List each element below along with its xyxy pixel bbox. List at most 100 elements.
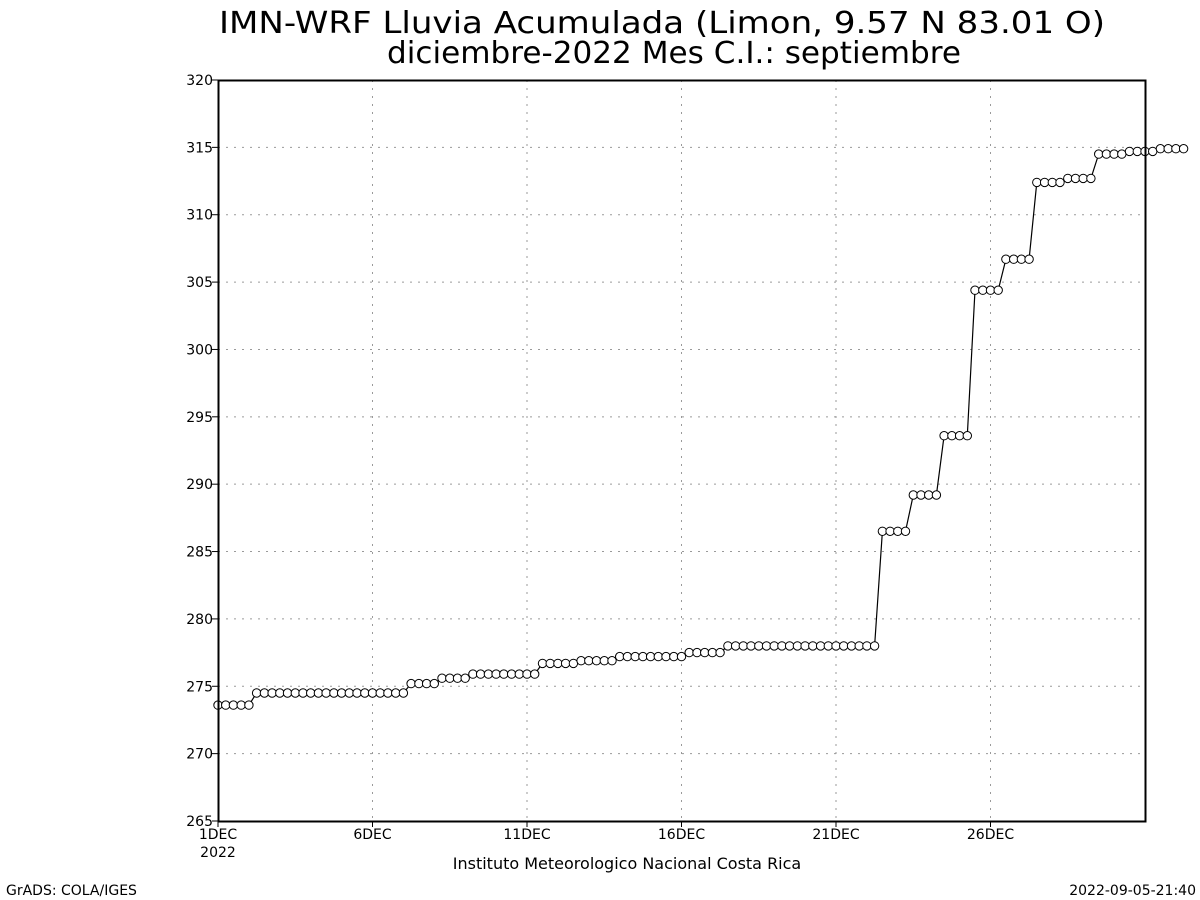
data-point <box>1155 144 1166 154</box>
y-tick-label: 305 <box>186 275 213 291</box>
data-point <box>483 669 494 679</box>
data-point <box>661 651 671 662</box>
data-point <box>1109 149 1119 159</box>
data-point <box>499 669 509 679</box>
data-point <box>1009 254 1019 264</box>
data-point <box>808 641 818 651</box>
data-point <box>684 647 694 658</box>
data-point <box>707 647 718 658</box>
data-point <box>437 673 447 683</box>
data-point <box>1078 173 1088 184</box>
x-tick-label: 11DEC <box>503 827 550 843</box>
data-point <box>360 688 370 698</box>
data-point <box>251 688 262 698</box>
data-point <box>344 688 354 698</box>
data-point <box>630 651 640 662</box>
y-tick-label: 265 <box>186 814 213 830</box>
data-point <box>669 651 679 662</box>
data-point <box>1086 173 1096 184</box>
data-point <box>607 656 617 666</box>
data-point <box>429 678 439 689</box>
y-tick-label: 315 <box>186 140 213 156</box>
plot-frame <box>217 79 1147 823</box>
data-point <box>298 688 308 698</box>
data-point <box>545 658 555 669</box>
data-point <box>568 658 579 669</box>
data-point <box>1070 173 1081 184</box>
data-point <box>676 651 687 662</box>
data-point <box>1047 177 1058 188</box>
data-point <box>452 673 463 683</box>
x-tick-sublabel: 2022 <box>200 845 236 861</box>
data-point <box>506 669 517 679</box>
series-layer <box>213 144 1189 710</box>
y-tick-label: 270 <box>186 747 213 763</box>
data-point <box>815 641 826 651</box>
x-tick-label: 16DEC <box>658 827 705 843</box>
data-point <box>622 651 633 662</box>
data-point <box>414 678 424 689</box>
data-point <box>738 641 748 651</box>
data-point <box>514 669 524 679</box>
data-point <box>900 526 911 536</box>
data-point <box>491 669 501 679</box>
x-tick-label: 26DEC <box>967 827 1014 843</box>
data-point <box>1117 149 1127 159</box>
data-point <box>375 688 385 698</box>
y-tick-label: 290 <box>186 477 213 493</box>
data-point <box>761 641 772 651</box>
y-tick-label: 310 <box>186 208 213 224</box>
data-point <box>924 490 934 500</box>
data-point <box>530 669 540 679</box>
data-point <box>615 651 625 662</box>
data-point <box>336 688 347 698</box>
footer-software-credit: GrADS: COLA/IGES <box>6 883 137 899</box>
data-point <box>754 641 764 651</box>
data-point <box>591 656 602 666</box>
data-point <box>460 673 470 683</box>
data-point <box>306 688 316 698</box>
chart-title-line2: diciembre-2022 Mes C.I.: septiembre <box>387 36 961 71</box>
data-point <box>978 285 988 295</box>
data-point <box>746 641 756 651</box>
data-point <box>329 688 339 698</box>
y-axis: 265 270 275 280 285 290 295 300 305 310 315 320 <box>186 73 218 830</box>
data-point <box>877 526 888 536</box>
data-point <box>1163 144 1173 154</box>
data-point <box>228 700 239 710</box>
data-point <box>908 490 918 500</box>
data-point <box>468 669 478 679</box>
data-point <box>576 656 586 666</box>
data-point <box>275 688 285 698</box>
data-point <box>522 669 532 679</box>
data-point <box>885 526 895 536</box>
y-tick-label: 295 <box>186 410 213 426</box>
data-point <box>1039 177 1050 188</box>
data-point <box>1024 254 1034 264</box>
data-point <box>1132 146 1143 157</box>
data-point <box>893 526 903 536</box>
data-point <box>267 688 277 698</box>
data-point <box>537 658 548 669</box>
data-point <box>784 641 795 651</box>
data-point <box>800 641 810 651</box>
x-axis-label: Instituto Meteorologico Nacional Costa R… <box>453 854 801 873</box>
data-point <box>715 647 725 658</box>
y-tick-label: 320 <box>186 73 213 89</box>
data-point <box>869 641 880 651</box>
data-point <box>823 641 833 651</box>
data-point <box>954 431 965 441</box>
data-point <box>1094 149 1104 159</box>
y-tick-label: 300 <box>186 342 213 358</box>
data-point <box>931 490 942 500</box>
data-point <box>653 651 663 662</box>
data-point <box>236 700 246 710</box>
data-point <box>445 673 455 683</box>
data-point <box>1032 177 1042 188</box>
data-point <box>1063 173 1073 184</box>
data-point <box>321 688 331 698</box>
data-point <box>692 647 702 658</box>
y-tick-label: 285 <box>186 545 213 561</box>
data-point <box>1124 146 1135 157</box>
data-point <box>244 700 254 710</box>
